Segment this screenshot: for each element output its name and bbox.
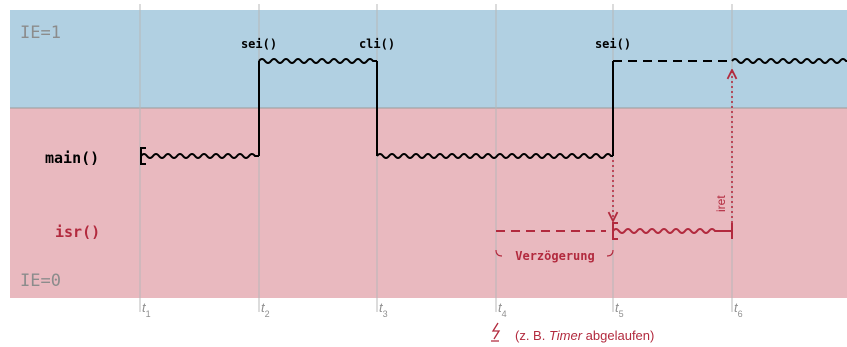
delay-label: Verzögerung [515, 249, 594, 263]
isr-label: isr() [55, 223, 100, 241]
isr-wave [612, 228, 716, 234]
sei-label-2: sei() [595, 37, 631, 51]
isr-execution-line [496, 222, 733, 240]
time-tick-t1: t1 [142, 300, 151, 319]
main-wave-4 [731, 58, 847, 64]
ie0-region [10, 108, 847, 298]
ie1-label: IE=1 [20, 23, 61, 43]
time-axis-labels: t1 t2 t3 t4 t5 t6 [142, 300, 743, 319]
main-wave-1 [140, 153, 259, 159]
cli-label: cli() [359, 37, 395, 51]
iret-label: iret [714, 195, 728, 212]
delay-brace [495, 249, 614, 257]
ie0-label: IE=0 [20, 271, 61, 291]
main-label: main() [45, 149, 99, 167]
time-tick-t2: t2 [261, 300, 270, 319]
sei-label-1: sei() [241, 37, 277, 51]
time-tick-t6: t6 [734, 300, 743, 319]
interrupt-event-text: (z. B. Timer abgelaufen) [515, 328, 654, 343]
time-tick-t3: t3 [379, 300, 388, 319]
time-tick-t5: t5 [615, 300, 624, 319]
main-wave-3 [376, 153, 613, 159]
time-tick-t4: t4 [498, 300, 507, 319]
lightning-icon [491, 322, 501, 342]
main-execution-line [140, 58, 847, 165]
ie1-region [10, 10, 847, 108]
main-wave-2 [258, 58, 377, 64]
